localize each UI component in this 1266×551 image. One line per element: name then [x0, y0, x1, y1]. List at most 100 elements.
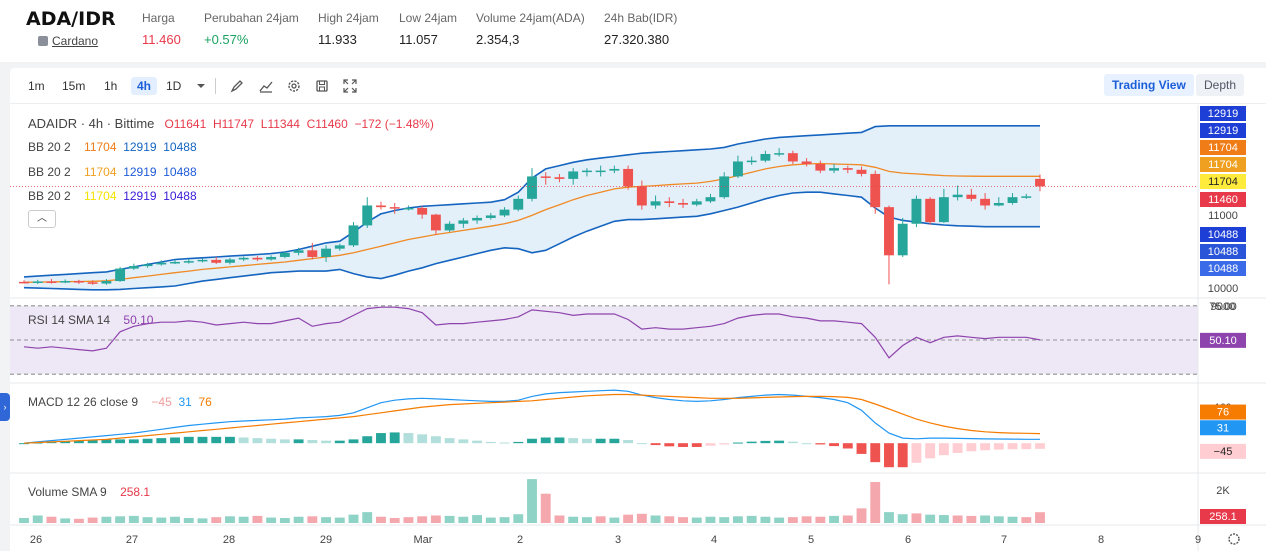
- candle-down: [252, 257, 263, 260]
- macd-histogram-bar: [856, 443, 867, 454]
- price-tag-label: 11460: [1208, 194, 1238, 206]
- rsi-pane: [10, 305, 1266, 384]
- coin-name[interactable]: Cardano: [52, 34, 99, 48]
- volume-bar: [101, 516, 112, 523]
- legend-open: 11641: [173, 117, 207, 131]
- volume-bar: [156, 517, 167, 523]
- candle-down: [1035, 178, 1045, 187]
- price-tag: [1200, 192, 1246, 207]
- volume-bar: [197, 518, 208, 523]
- bb-upper: 12919: [123, 140, 157, 154]
- stat-value: +0.57%: [204, 32, 249, 47]
- bb-basis: 11704: [84, 189, 117, 203]
- price-tag-label: 12919: [1208, 108, 1239, 120]
- legend-l-label: L: [260, 117, 268, 131]
- volume-tag: [1200, 509, 1246, 524]
- trading-view-button[interactable]: Trading View: [1104, 74, 1194, 96]
- time-tick-label: 26: [30, 534, 42, 546]
- volume-bar: [870, 482, 881, 523]
- macd-histogram-bar: [540, 437, 551, 444]
- price-tag: [1200, 106, 1246, 121]
- volume-pane: [10, 479, 1266, 526]
- volume-bar: [334, 517, 345, 523]
- legend-low: 11344: [267, 117, 300, 131]
- volume-bar: [1007, 516, 1018, 523]
- candle-up: [403, 207, 414, 210]
- bb-label: BB 20 2: [28, 165, 71, 179]
- macd-histogram-bar: [321, 440, 331, 444]
- candle-down: [884, 207, 894, 256]
- macd-line: [23, 389, 1040, 444]
- indicator-icon[interactable]: [258, 78, 274, 94]
- timeframe-1d[interactable]: 1D: [166, 79, 182, 93]
- time-tick-label: 5: [808, 534, 814, 546]
- candle-down: [870, 173, 881, 208]
- collapse-legend-button[interactable]: ︿: [28, 210, 56, 228]
- macd-histogram-bar: [266, 438, 277, 444]
- candle-up: [142, 264, 153, 267]
- macd-histogram-bar: [376, 433, 386, 444]
- depth-button[interactable]: Depth: [1196, 74, 1245, 96]
- bb-label: BB 20 2: [28, 140, 71, 154]
- volume-label: Volume SMA 9: [28, 485, 107, 499]
- candle-down: [980, 198, 991, 206]
- price-tick-label: 9000: [1211, 301, 1235, 313]
- time-tick-label: 4: [711, 534, 717, 546]
- macd-histogram-bar: [362, 436, 373, 444]
- bb-legend-1: BB 20 2 11704 12919 10488: [28, 140, 197, 154]
- candle-up: [760, 153, 771, 161]
- timeframe-1h[interactable]: 1h: [104, 79, 118, 93]
- volume-tag-label: 258.1: [1209, 511, 1237, 523]
- fullscreen-icon[interactable]: [342, 78, 358, 94]
- macd-histogram-bar: [705, 443, 716, 446]
- chevron-down-icon[interactable]: [193, 78, 209, 94]
- macd-histogram-bar: [142, 438, 153, 444]
- macd-tag: [1200, 420, 1246, 436]
- macd-histogram-bar: [787, 441, 798, 444]
- candle-up: [568, 171, 579, 179]
- timeframe-4h[interactable]: 4h: [131, 77, 158, 95]
- chart-toolbar: 1m 15m 1h 4h 1D Trading View Depth: [10, 68, 1266, 104]
- volume-bar: [170, 516, 180, 523]
- macd-histogram-bar: [513, 441, 524, 444]
- macd-histogram-bar: [760, 440, 771, 444]
- volume-bar: [554, 515, 565, 523]
- candle-up: [774, 153, 785, 155]
- candle-up: [705, 197, 716, 202]
- candle-up: [581, 170, 592, 173]
- volume-bar: [815, 516, 826, 523]
- price-tag: [1200, 227, 1246, 242]
- gear-icon[interactable]: [1228, 533, 1240, 545]
- candle-down: [787, 153, 798, 162]
- macd-histogram-bar: [238, 437, 249, 444]
- macd-histogram-bar: [60, 441, 71, 444]
- macd-histogram-bar: [19, 443, 29, 445]
- save-icon[interactable]: [314, 78, 330, 94]
- time-tick-label: 2: [517, 534, 523, 546]
- volume-bar: [513, 514, 524, 523]
- candle-down: [307, 250, 318, 257]
- macd-histogram-bar: [568, 438, 579, 444]
- volume-bar: [348, 514, 359, 523]
- pair-title: ADA/IDR: [26, 8, 116, 30]
- macd-histogram-bar: [527, 438, 537, 444]
- rsi-label: RSI 14 SMA 14: [28, 313, 111, 327]
- candle-up: [128, 266, 139, 269]
- side-panel-toggle[interactable]: ›: [0, 393, 10, 421]
- draw-icon[interactable]: [229, 78, 245, 94]
- candle-up: [499, 209, 510, 216]
- time-tick-label: 28: [223, 534, 235, 546]
- timeframe-15m[interactable]: 15m: [62, 79, 86, 93]
- gear-icon[interactable]: [286, 78, 302, 94]
- volume-bar: [307, 516, 318, 523]
- candle-up: [829, 168, 839, 171]
- coin-link[interactable]: Cardano: [38, 34, 98, 48]
- candle-up: [348, 225, 359, 246]
- candle-up: [197, 259, 208, 262]
- timeframe-1m[interactable]: 1m: [28, 79, 45, 93]
- price-tag-label: 10488: [1208, 263, 1239, 275]
- stat-value: 2.354,3: [476, 32, 520, 47]
- price-chart[interactable]: 12919 12919 11704 11704 11704 11460 11000 10488…: [10, 105, 1266, 551]
- bb-legend-3: BB 20 2 11704 12919 10488: [28, 189, 197, 203]
- price-tick-label: 11000: [1208, 210, 1238, 222]
